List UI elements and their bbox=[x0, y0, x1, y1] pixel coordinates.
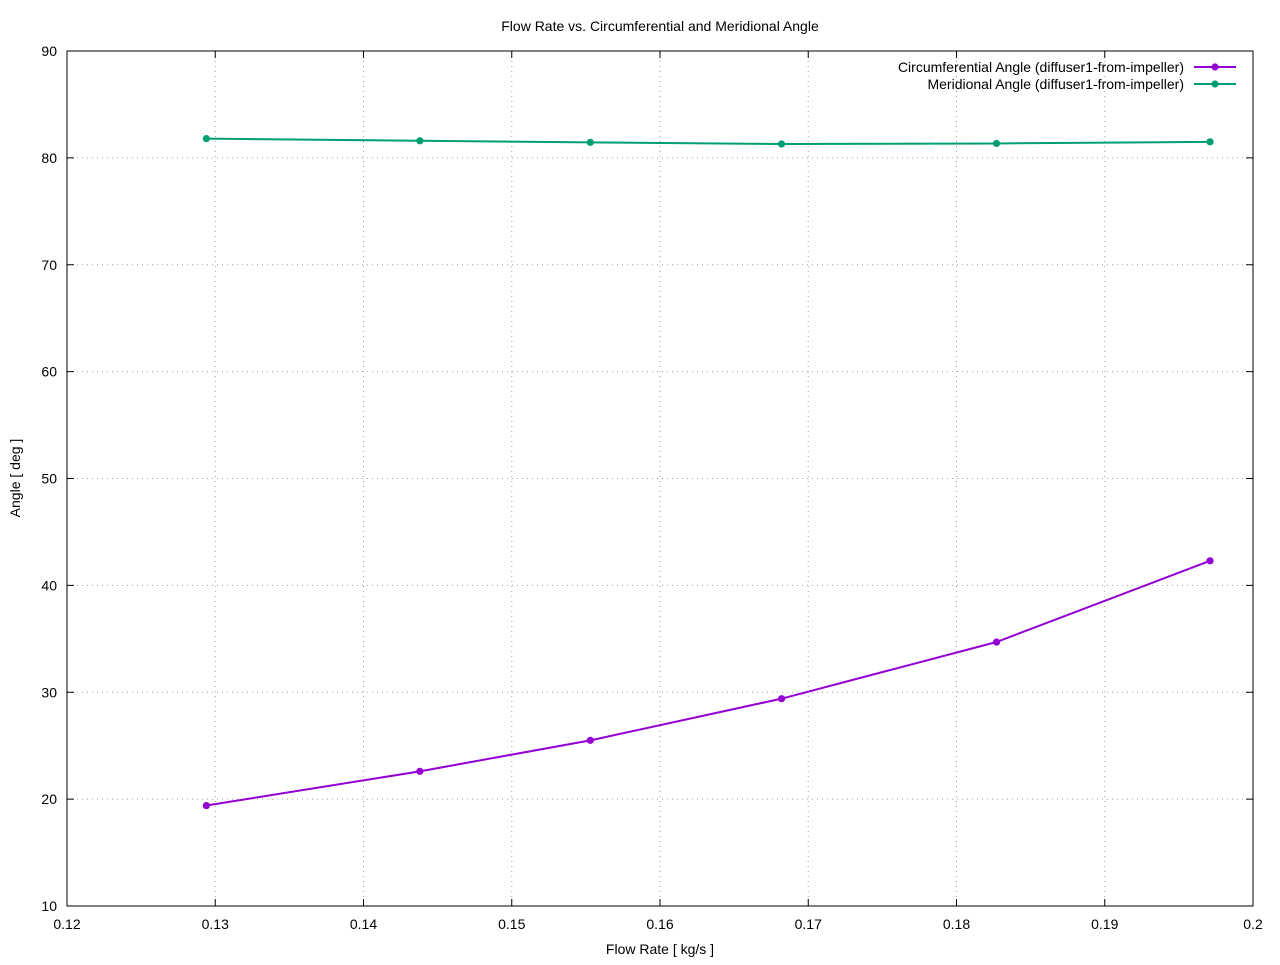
data-point bbox=[416, 137, 424, 145]
x-tick-label: 0.2 bbox=[1243, 916, 1263, 932]
plot-frame bbox=[66, 50, 1254, 907]
series bbox=[202, 135, 1214, 810]
data-point bbox=[777, 140, 786, 148]
x-tick-label: 0.14 bbox=[350, 916, 377, 932]
x-axis-label: Flow Rate [ kg/s ] bbox=[606, 941, 714, 957]
data-point bbox=[586, 736, 594, 744]
data-point bbox=[777, 695, 786, 703]
legend-label: Meridional Angle (diffuser1-from-impelle… bbox=[927, 76, 1184, 92]
series-line-0 bbox=[206, 559, 1211, 807]
y-tick-label: 60 bbox=[41, 364, 57, 380]
x-tick-label: 0.12 bbox=[53, 916, 80, 932]
data-point bbox=[416, 767, 424, 775]
y-axis-label: Angle [ deg ] bbox=[7, 439, 23, 518]
y-tick-label: 50 bbox=[41, 471, 57, 487]
y-tick-label: 70 bbox=[41, 257, 57, 273]
data-point bbox=[202, 135, 210, 143]
series-line-1 bbox=[206, 137, 1211, 145]
legend: Circumferential Angle (diffuser1-from-im… bbox=[898, 59, 1236, 92]
x-tick-label: 0.17 bbox=[795, 916, 822, 932]
legend-swatch-point bbox=[1211, 63, 1219, 71]
legend-label: Circumferential Angle (diffuser1-from-im… bbox=[898, 59, 1184, 75]
data-point bbox=[992, 139, 1001, 148]
legend-swatch-point bbox=[1211, 80, 1219, 88]
data-point bbox=[1206, 557, 1214, 565]
x-tick-label: 0.18 bbox=[943, 916, 970, 932]
y-tick-label: 30 bbox=[41, 684, 57, 700]
x-tick-label: 0.13 bbox=[202, 916, 229, 932]
axis-ticks: 0.12 0.13 0.14 0.15 0.16 0.17 0.18 0.19 0.2 10 20 3… bbox=[41, 43, 1263, 932]
data-point bbox=[202, 801, 210, 810]
y-tick-label: 80 bbox=[41, 150, 57, 166]
data-point bbox=[992, 638, 1001, 646]
x-tick-label: 0.19 bbox=[1091, 916, 1118, 932]
data-point bbox=[586, 138, 594, 146]
x-tick-label: 0.15 bbox=[498, 916, 525, 932]
data-point bbox=[1206, 138, 1214, 146]
grid bbox=[67, 51, 1253, 906]
y-tick-label: 20 bbox=[41, 791, 57, 807]
x-tick-label: 0.16 bbox=[646, 916, 673, 932]
y-tick-label: 10 bbox=[41, 898, 57, 914]
chart-title: Flow Rate vs. Circumferential and Meridi… bbox=[501, 18, 819, 34]
y-tick-label: 90 bbox=[41, 43, 57, 59]
y-tick-label: 40 bbox=[41, 577, 57, 593]
